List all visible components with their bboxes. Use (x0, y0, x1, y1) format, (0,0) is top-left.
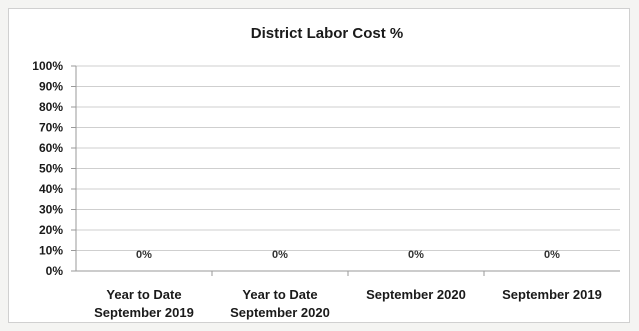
x-tick-label: Year to Date September 2019 (94, 287, 194, 320)
x-tick-label-line: September 2020 (366, 287, 466, 302)
data-label: 0% (544, 249, 560, 261)
x-tick-label-line: September 2019 (94, 305, 194, 320)
x-tick-label: September 2020 (366, 287, 466, 302)
y-axis-ticks: 0% 10% 20% 30% 40% 50% 60% 70% 80% 90% 100% (32, 59, 63, 278)
y-tick-label: 70% (39, 121, 63, 135)
x-tick-label-line: September 2020 (230, 305, 330, 320)
y-tick-label: 10% (39, 244, 63, 258)
y-tick-label: 0% (46, 264, 64, 278)
y-tick-label: 60% (39, 141, 63, 155)
y-tick-label: 80% (39, 100, 63, 114)
gridlines (71, 65, 620, 276)
y-tick-label: 30% (39, 203, 63, 217)
data-label: 0% (136, 249, 152, 261)
y-tick-label: 100% (32, 59, 63, 73)
x-tick-label-line: Year to Date (242, 287, 317, 302)
data-label: 0% (408, 249, 424, 261)
x-tick-label: September 2019 (502, 287, 602, 302)
x-tick-label-line: Year to Date (106, 287, 181, 302)
data-labels: 0% 0% 0% 0% (136, 249, 560, 261)
x-axis-ticks: Year to Date September 2019 Year to Date Se… (94, 287, 602, 320)
data-label: 0% (272, 249, 288, 261)
x-tick-label: Year to Date September 2020 (230, 287, 330, 320)
y-tick-label: 20% (39, 223, 63, 237)
y-tick-label: 50% (39, 162, 63, 176)
x-tick-label-line: September 2019 (502, 287, 602, 302)
chart-title: District Labor Cost % (251, 25, 404, 42)
y-tick-label: 90% (39, 80, 63, 94)
y-tick-label: 40% (39, 182, 63, 196)
